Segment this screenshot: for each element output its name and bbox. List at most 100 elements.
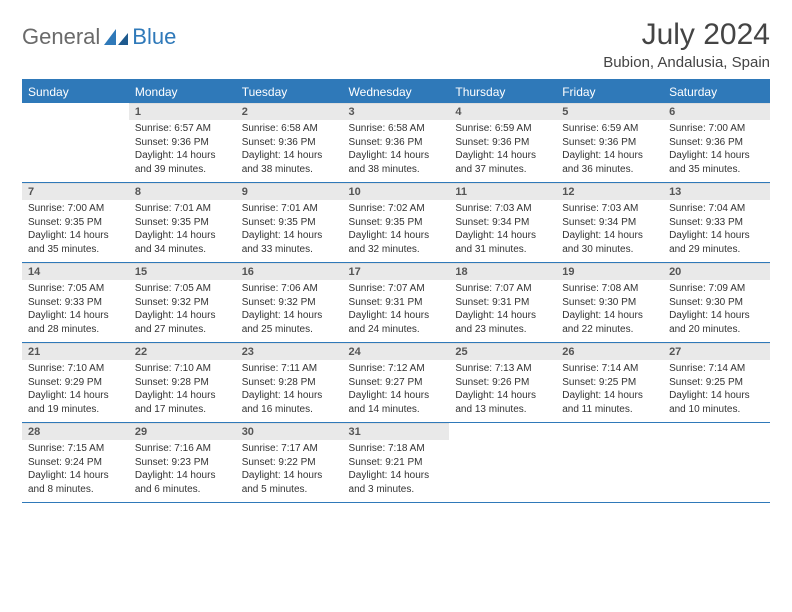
calendar-cell: 9Sunrise: 7:01 AMSunset: 9:35 PMDaylight… [236, 183, 343, 263]
calendar-cell: 4Sunrise: 6:59 AMSunset: 9:36 PMDaylight… [449, 103, 556, 183]
day-details: Sunrise: 7:10 AMSunset: 9:28 PMDaylight:… [129, 360, 236, 422]
day-details: Sunrise: 7:17 AMSunset: 9:22 PMDaylight:… [236, 440, 343, 502]
day-details: Sunrise: 7:01 AMSunset: 9:35 PMDaylight:… [236, 200, 343, 262]
day-details: Sunrise: 7:15 AMSunset: 9:24 PMDaylight:… [22, 440, 129, 502]
calendar-cell: 27Sunrise: 7:14 AMSunset: 9:25 PMDayligh… [663, 343, 770, 423]
calendar-cell: 26Sunrise: 7:14 AMSunset: 9:25 PMDayligh… [556, 343, 663, 423]
day-number: 22 [129, 343, 236, 360]
weekday-header: Sunday [22, 80, 129, 103]
calendar-body: 1Sunrise: 6:57 AMSunset: 9:36 PMDaylight… [22, 103, 770, 503]
day-details: Sunrise: 7:03 AMSunset: 9:34 PMDaylight:… [449, 200, 556, 262]
calendar-cell: 3Sunrise: 6:58 AMSunset: 9:36 PMDaylight… [343, 103, 450, 183]
day-details: Sunrise: 7:05 AMSunset: 9:32 PMDaylight:… [129, 280, 236, 342]
day-details: Sunrise: 6:57 AMSunset: 9:36 PMDaylight:… [129, 120, 236, 182]
day-details: Sunrise: 7:03 AMSunset: 9:34 PMDaylight:… [556, 200, 663, 262]
day-number: 23 [236, 343, 343, 360]
day-details: Sunrise: 7:00 AMSunset: 9:35 PMDaylight:… [22, 200, 129, 262]
calendar-week-row: 7Sunrise: 7:00 AMSunset: 9:35 PMDaylight… [22, 183, 770, 263]
day-number: 3 [343, 103, 450, 120]
calendar-week-row: 1Sunrise: 6:57 AMSunset: 9:36 PMDaylight… [22, 103, 770, 183]
day-details: Sunrise: 7:07 AMSunset: 9:31 PMDaylight:… [343, 280, 450, 342]
day-number: 27 [663, 343, 770, 360]
day-number: 8 [129, 183, 236, 200]
calendar-cell [663, 423, 770, 503]
weekday-header: Saturday [663, 80, 770, 103]
calendar-cell [22, 103, 129, 183]
calendar-cell: 2Sunrise: 6:58 AMSunset: 9:36 PMDaylight… [236, 103, 343, 183]
day-number: 6 [663, 103, 770, 120]
day-details: Sunrise: 6:58 AMSunset: 9:36 PMDaylight:… [236, 120, 343, 182]
calendar-cell: 8Sunrise: 7:01 AMSunset: 9:35 PMDaylight… [129, 183, 236, 263]
calendar-week-row: 14Sunrise: 7:05 AMSunset: 9:33 PMDayligh… [22, 263, 770, 343]
day-details: Sunrise: 7:08 AMSunset: 9:30 PMDaylight:… [556, 280, 663, 342]
day-number: 15 [129, 263, 236, 280]
day-number: 28 [22, 423, 129, 440]
day-number: 2 [236, 103, 343, 120]
day-details: Sunrise: 6:58 AMSunset: 9:36 PMDaylight:… [343, 120, 450, 182]
calendar-cell: 21Sunrise: 7:10 AMSunset: 9:29 PMDayligh… [22, 343, 129, 423]
day-number: 24 [343, 343, 450, 360]
calendar-cell: 1Sunrise: 6:57 AMSunset: 9:36 PMDaylight… [129, 103, 236, 183]
day-number: 4 [449, 103, 556, 120]
day-number: 10 [343, 183, 450, 200]
day-details: Sunrise: 7:14 AMSunset: 9:25 PMDaylight:… [556, 360, 663, 422]
calendar-cell [449, 423, 556, 503]
day-number: 11 [449, 183, 556, 200]
day-details: Sunrise: 7:06 AMSunset: 9:32 PMDaylight:… [236, 280, 343, 342]
day-number: 9 [236, 183, 343, 200]
weekday-header-row: SundayMondayTuesdayWednesdayThursdayFrid… [22, 80, 770, 103]
calendar-cell: 12Sunrise: 7:03 AMSunset: 9:34 PMDayligh… [556, 183, 663, 263]
calendar-cell: 15Sunrise: 7:05 AMSunset: 9:32 PMDayligh… [129, 263, 236, 343]
calendar-cell: 7Sunrise: 7:00 AMSunset: 9:35 PMDaylight… [22, 183, 129, 263]
weekday-header: Wednesday [343, 80, 450, 103]
calendar-cell: 29Sunrise: 7:16 AMSunset: 9:23 PMDayligh… [129, 423, 236, 503]
day-details: Sunrise: 7:10 AMSunset: 9:29 PMDaylight:… [22, 360, 129, 422]
month-title: July 2024 [603, 18, 770, 52]
calendar-cell: 17Sunrise: 7:07 AMSunset: 9:31 PMDayligh… [343, 263, 450, 343]
day-number: 7 [22, 183, 129, 200]
brand-part2: Blue [132, 24, 176, 50]
day-details: Sunrise: 7:04 AMSunset: 9:33 PMDaylight:… [663, 200, 770, 262]
weekday-header: Friday [556, 80, 663, 103]
day-details: Sunrise: 6:59 AMSunset: 9:36 PMDaylight:… [556, 120, 663, 182]
calendar-cell: 5Sunrise: 6:59 AMSunset: 9:36 PMDaylight… [556, 103, 663, 183]
day-number: 19 [556, 263, 663, 280]
header: General Blue July 2024 Bubion, Andalusia… [22, 18, 770, 71]
day-number: 25 [449, 343, 556, 360]
calendar-cell: 11Sunrise: 7:03 AMSunset: 9:34 PMDayligh… [449, 183, 556, 263]
day-number: 17 [343, 263, 450, 280]
calendar-cell: 10Sunrise: 7:02 AMSunset: 9:35 PMDayligh… [343, 183, 450, 263]
day-number: 12 [556, 183, 663, 200]
day-details: Sunrise: 7:05 AMSunset: 9:33 PMDaylight:… [22, 280, 129, 342]
brand-logo: General Blue [22, 18, 176, 50]
day-details: Sunrise: 7:09 AMSunset: 9:30 PMDaylight:… [663, 280, 770, 342]
calendar-week-row: 28Sunrise: 7:15 AMSunset: 9:24 PMDayligh… [22, 423, 770, 503]
sail-icon [102, 27, 130, 47]
calendar-cell: 23Sunrise: 7:11 AMSunset: 9:28 PMDayligh… [236, 343, 343, 423]
day-details: Sunrise: 7:02 AMSunset: 9:35 PMDaylight:… [343, 200, 450, 262]
calendar-cell: 24Sunrise: 7:12 AMSunset: 9:27 PMDayligh… [343, 343, 450, 423]
day-number: 5 [556, 103, 663, 120]
weekday-header: Tuesday [236, 80, 343, 103]
location: Bubion, Andalusia, Spain [603, 54, 770, 71]
calendar-cell: 31Sunrise: 7:18 AMSunset: 9:21 PMDayligh… [343, 423, 450, 503]
calendar-cell: 22Sunrise: 7:10 AMSunset: 9:28 PMDayligh… [129, 343, 236, 423]
day-details: Sunrise: 7:13 AMSunset: 9:26 PMDaylight:… [449, 360, 556, 422]
calendar-page: General Blue July 2024 Bubion, Andalusia… [0, 0, 792, 503]
calendar-cell: 19Sunrise: 7:08 AMSunset: 9:30 PMDayligh… [556, 263, 663, 343]
calendar-cell: 6Sunrise: 7:00 AMSunset: 9:36 PMDaylight… [663, 103, 770, 183]
day-number: 30 [236, 423, 343, 440]
calendar-cell: 18Sunrise: 7:07 AMSunset: 9:31 PMDayligh… [449, 263, 556, 343]
day-number: 31 [343, 423, 450, 440]
calendar-table: SundayMondayTuesdayWednesdayThursdayFrid… [22, 79, 770, 503]
weekday-header: Thursday [449, 80, 556, 103]
weekday-header: Monday [129, 80, 236, 103]
day-details: Sunrise: 7:01 AMSunset: 9:35 PMDaylight:… [129, 200, 236, 262]
day-number: 1 [129, 103, 236, 120]
day-number: 14 [22, 263, 129, 280]
day-details: Sunrise: 7:18 AMSunset: 9:21 PMDaylight:… [343, 440, 450, 502]
day-number: 20 [663, 263, 770, 280]
calendar-cell: 14Sunrise: 7:05 AMSunset: 9:33 PMDayligh… [22, 263, 129, 343]
day-details: Sunrise: 7:14 AMSunset: 9:25 PMDaylight:… [663, 360, 770, 422]
day-number: 26 [556, 343, 663, 360]
